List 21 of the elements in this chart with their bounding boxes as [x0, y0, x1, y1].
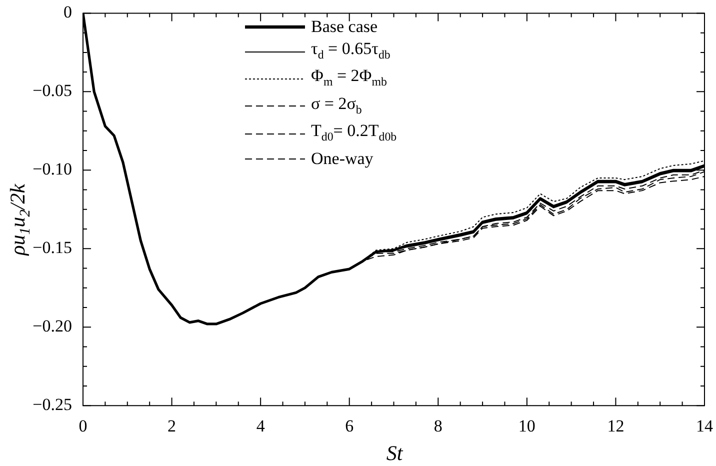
x-tick-label: 8: [434, 416, 442, 436]
legend-label: Base case: [311, 16, 378, 38]
x-tick-label: 0: [78, 416, 88, 436]
legend-label: τ$_{d}$ = 0.65τ$_{db}$: [311, 38, 390, 64]
legend-label: σ = 2σ$_{b}$: [311, 92, 362, 118]
x-tick-label: 14: [696, 416, 714, 436]
y-tick-label: −0.05: [32, 81, 72, 100]
x-tick-label: 10: [518, 416, 536, 436]
y-tick-label: −0.10: [32, 160, 72, 179]
y-tick-label: −0.25: [32, 395, 72, 414]
legend-label: Φ$_{m}$ = 2Φ$_{mb}$: [311, 65, 387, 91]
x-tick-label: 2: [168, 416, 176, 436]
x-axis-title: St: [385, 441, 404, 465]
y-tick-label: −0.15: [32, 238, 72, 258]
y-tick-label: −0.20: [32, 316, 72, 336]
x-tick-label: 6: [345, 416, 354, 436]
legend-label: One-way: [311, 148, 374, 170]
x-tick-label: 4: [256, 416, 266, 436]
y-tick-label: 0: [64, 2, 72, 22]
legend-label: T$_{d0}$= 0.2T$_{d0b}$: [311, 120, 397, 146]
x-tick-label: 12: [607, 416, 624, 436]
